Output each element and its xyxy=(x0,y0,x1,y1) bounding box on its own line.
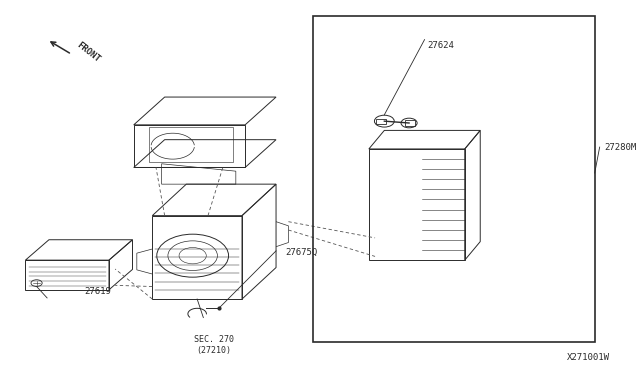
Text: X271001W: X271001W xyxy=(567,353,610,362)
Bar xyxy=(313,16,595,341)
Text: (27210): (27210) xyxy=(196,346,232,355)
Bar xyxy=(404,121,415,126)
Text: 27280M: 27280M xyxy=(604,142,636,151)
Bar xyxy=(149,127,233,162)
Text: SEC. 270: SEC. 270 xyxy=(194,335,234,344)
Text: FRONT: FRONT xyxy=(75,41,102,64)
Text: 27619: 27619 xyxy=(84,287,111,296)
Text: 27675Q: 27675Q xyxy=(285,248,317,257)
Bar xyxy=(376,119,386,124)
Text: 27624: 27624 xyxy=(428,41,454,50)
